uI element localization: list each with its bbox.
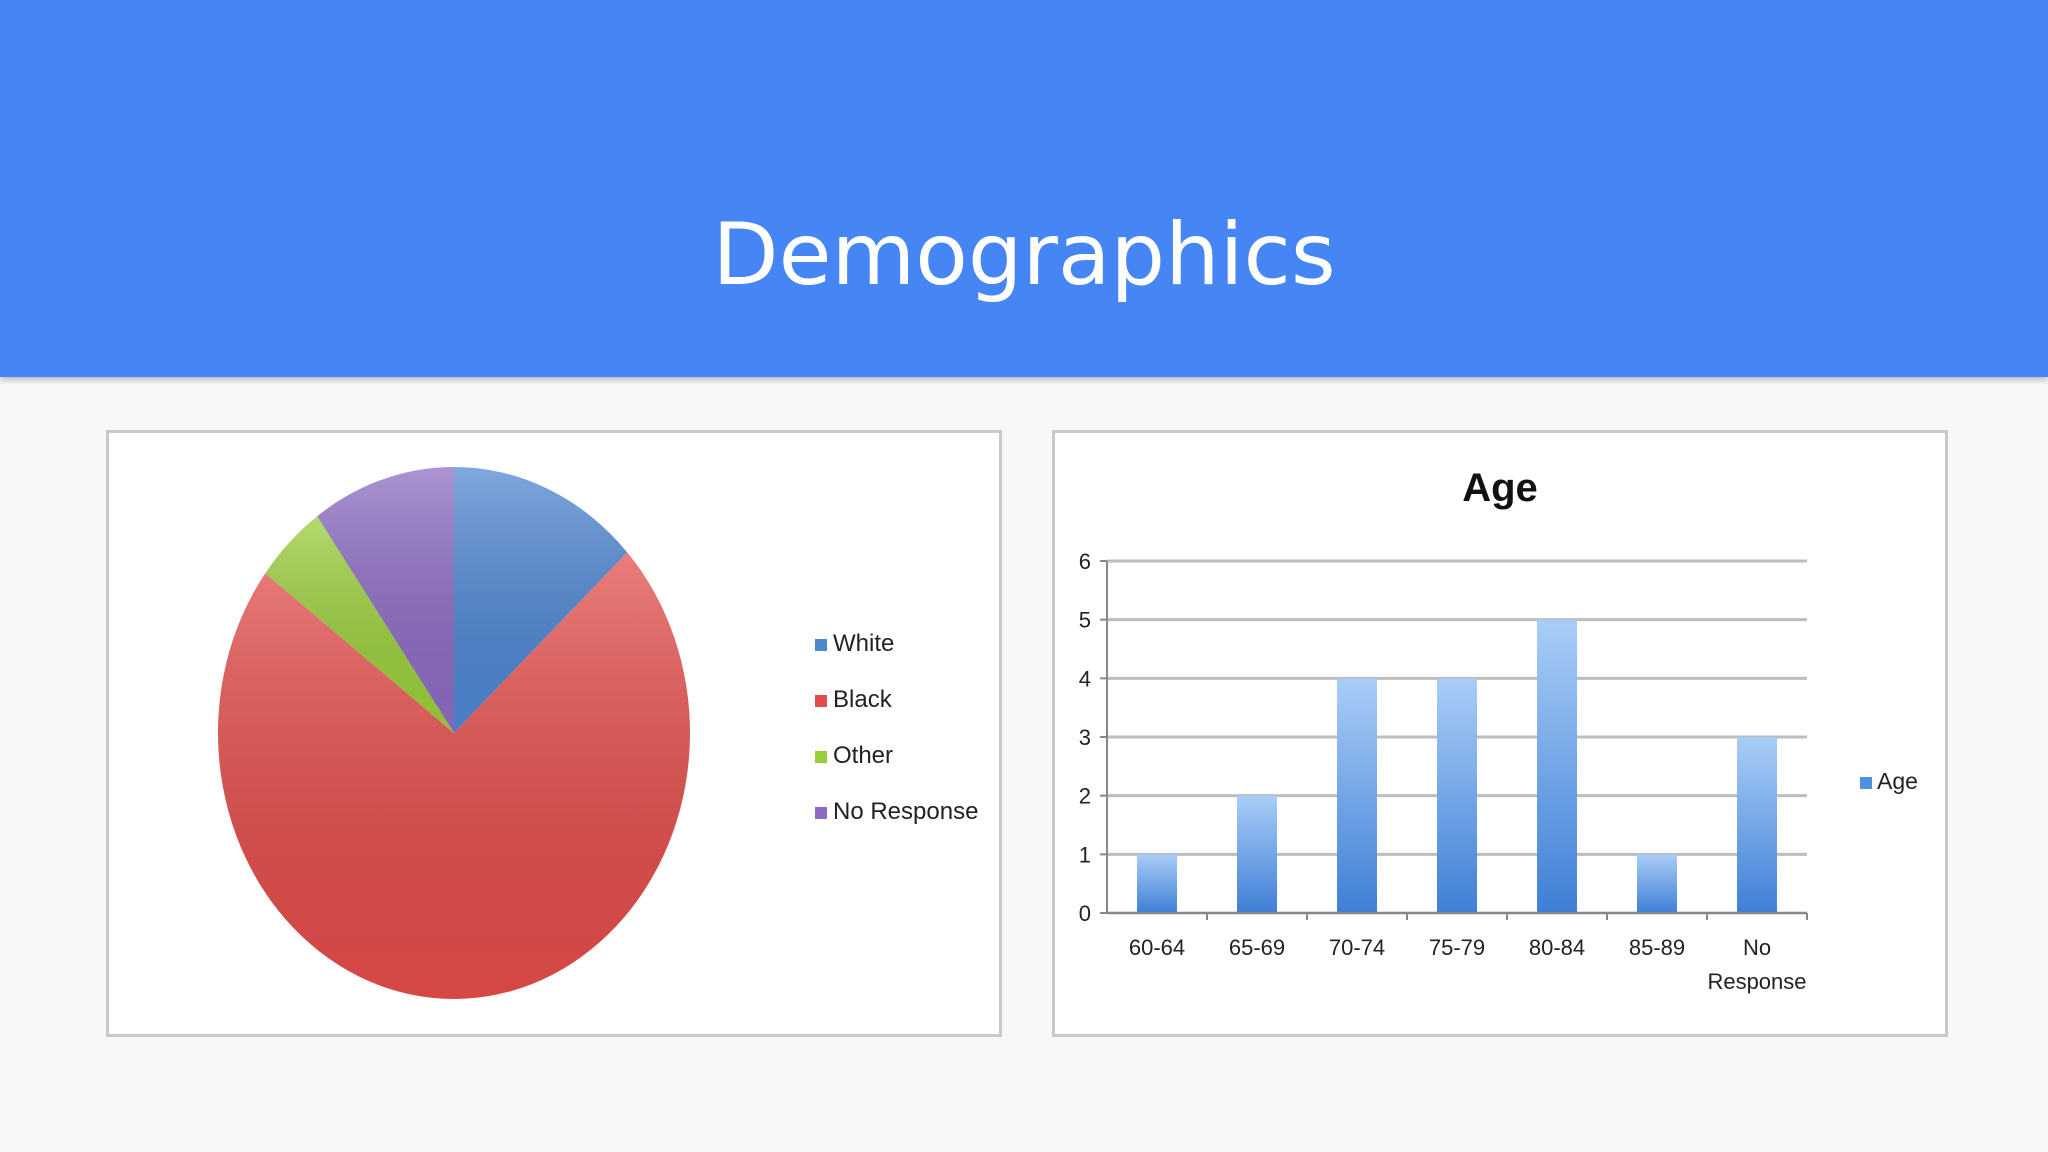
x-tick-label: 65-69 xyxy=(1229,935,1285,960)
bar-legend: Age xyxy=(1860,768,1918,794)
bar-no-response xyxy=(1737,737,1777,913)
slide-header: Demographics xyxy=(0,0,2048,377)
x-tick-label: No xyxy=(1743,935,1771,960)
pie-chart-panel: White Black Other No Response xyxy=(106,430,1002,1037)
legend-swatch-age xyxy=(1860,777,1872,789)
bar-chart: Age 0 1 2 3 4 5 6 60-64 65-69 70-74 75-79 80-84 85-8… xyxy=(1079,466,1918,994)
pie-slice-other-shading xyxy=(265,516,454,733)
y-tick-label: 2 xyxy=(1079,784,1091,809)
legend-swatch-no-response xyxy=(815,807,827,819)
x-tick-label: 70-74 xyxy=(1329,935,1385,960)
bar-chart-panel: Age 0 1 2 3 4 5 6 60-64 65-69 70-74 75-79 80-84 85-8… xyxy=(1052,430,1948,1037)
x-tick-label: 60-64 xyxy=(1129,935,1185,960)
legend-label-other: Other xyxy=(833,742,893,769)
legend-label-black: Black xyxy=(833,686,893,713)
x-tick-label: 75-79 xyxy=(1429,935,1485,960)
x-tick-label: Response xyxy=(1707,969,1806,994)
pie-slice-white-shading xyxy=(454,467,628,733)
x-tick-label: 80-84 xyxy=(1529,935,1585,960)
legend-swatch-white xyxy=(815,639,827,651)
y-tick-label: 4 xyxy=(1079,666,1091,691)
pie-legend: White Black Other No Response xyxy=(815,630,978,825)
legend-swatch-black xyxy=(815,695,827,707)
pie-slice-black-shading xyxy=(218,552,690,999)
bar-80-84 xyxy=(1537,619,1577,913)
legend-label-age: Age xyxy=(1877,768,1918,794)
bar-65-69 xyxy=(1237,795,1277,913)
y-tick-label: 1 xyxy=(1079,842,1091,867)
pie-slice-no-response-shading xyxy=(317,467,454,733)
bar-85-89 xyxy=(1637,854,1677,913)
legend-label-white: White xyxy=(833,630,894,657)
y-tick-label: 5 xyxy=(1079,608,1091,633)
y-tick-label: 3 xyxy=(1079,725,1091,750)
y-tick-label: 6 xyxy=(1079,549,1091,574)
y-tick-label: 0 xyxy=(1079,901,1091,926)
slide-title: Demographics xyxy=(712,205,1336,305)
x-tick-label: 85-89 xyxy=(1629,935,1685,960)
bar-70-74 xyxy=(1337,678,1377,913)
bar-marks xyxy=(1137,619,1777,913)
bar-axes: 0 1 2 3 4 5 6 60-64 65-69 70-74 75-79 80-84 85-89 No R… xyxy=(1079,549,1808,994)
pie-slices xyxy=(218,467,690,999)
pie-chart: White Black Other No Response xyxy=(218,467,978,999)
legend-label-no-response: No Response xyxy=(833,798,978,825)
chart-title: Age xyxy=(1462,466,1538,510)
legend-swatch-other xyxy=(815,751,827,763)
bar-60-64 xyxy=(1137,854,1177,913)
bar-75-79 xyxy=(1437,678,1477,913)
